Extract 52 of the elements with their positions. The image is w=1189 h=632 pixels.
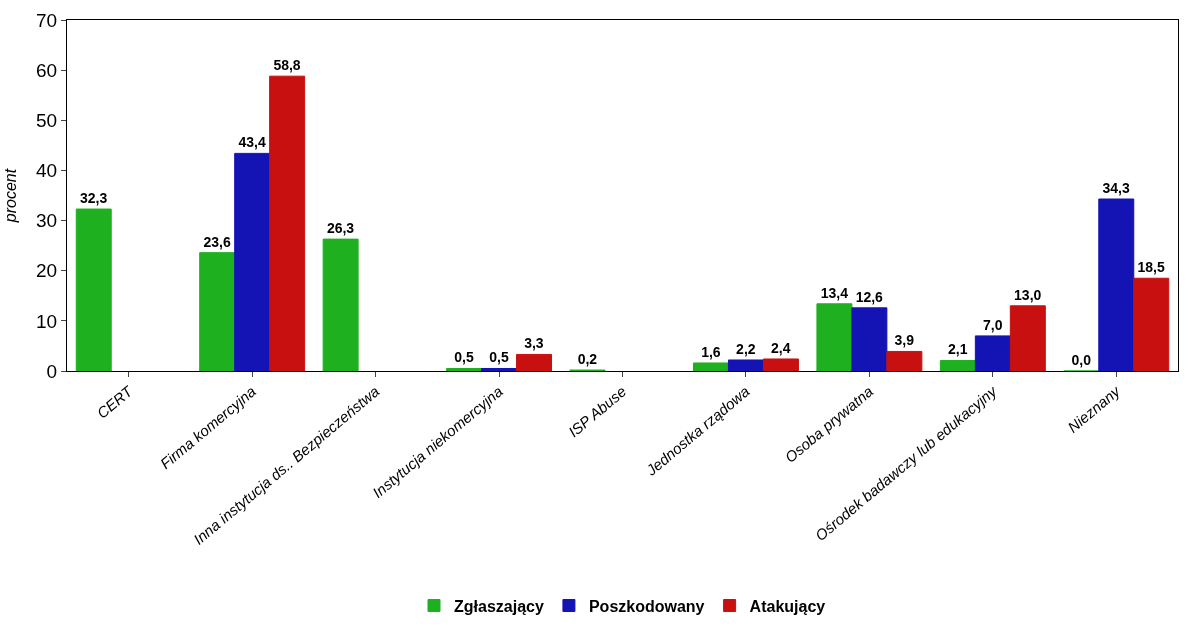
bar	[1009, 305, 1046, 371]
data-label: 0,5	[454, 349, 474, 366]
data-label: 2,4	[771, 339, 791, 356]
bar	[446, 367, 483, 371]
data-label: 32,3	[80, 190, 108, 207]
bar	[886, 350, 923, 371]
bar	[692, 362, 729, 371]
data-label: 7,0	[983, 316, 1003, 333]
y-tick-label: 40	[36, 160, 58, 182]
legend-label: Atakujący	[749, 597, 826, 615]
data-label: 2,1	[948, 341, 968, 358]
bar	[269, 75, 306, 371]
bar	[974, 335, 1011, 371]
y-tick-label: 60	[36, 59, 58, 81]
y-tick-label: 70	[36, 9, 58, 31]
bar	[199, 252, 236, 371]
data-label: 0,2	[577, 351, 598, 367]
data-label: 26,3	[326, 220, 355, 237]
data-label: 2,2	[736, 340, 756, 357]
bar	[1098, 198, 1135, 371]
y-tick-label: 0	[46, 360, 58, 382]
bar	[851, 307, 888, 371]
data-label: 3,9	[894, 332, 915, 349]
data-label: 23,6	[203, 233, 231, 250]
data-label: 13,0	[1014, 286, 1042, 303]
bar	[727, 359, 764, 371]
bar	[762, 358, 799, 371]
bar	[1133, 277, 1170, 371]
legend-label: Poszkodowany	[588, 597, 705, 615]
y-tick-label: 20	[36, 260, 58, 282]
y-tick-label: 30	[36, 210, 58, 232]
bar	[234, 152, 271, 371]
data-label: 0,0	[1071, 352, 1092, 368]
data-label: 43,4	[238, 134, 266, 151]
bar	[322, 238, 359, 371]
legend-label: Zgłaszający	[454, 597, 544, 615]
data-label: 12,6	[855, 288, 884, 305]
bar	[816, 303, 853, 371]
bar	[939, 359, 976, 371]
bar	[481, 367, 518, 371]
data-label: 0,5	[489, 349, 509, 366]
data-label: 34,3	[1102, 180, 1131, 197]
data-label: 3,3	[524, 335, 544, 352]
data-label: 18,5	[1137, 259, 1165, 276]
data-label: 58,8	[273, 57, 301, 74]
y-tick-label: 10	[36, 310, 58, 332]
bar	[516, 353, 553, 371]
data-label: 13,4	[820, 284, 849, 301]
data-label: 1,6	[701, 343, 721, 360]
bar	[75, 208, 112, 371]
y-tick-label: 50	[36, 109, 58, 131]
y-axis-title: procent	[1, 168, 19, 224]
